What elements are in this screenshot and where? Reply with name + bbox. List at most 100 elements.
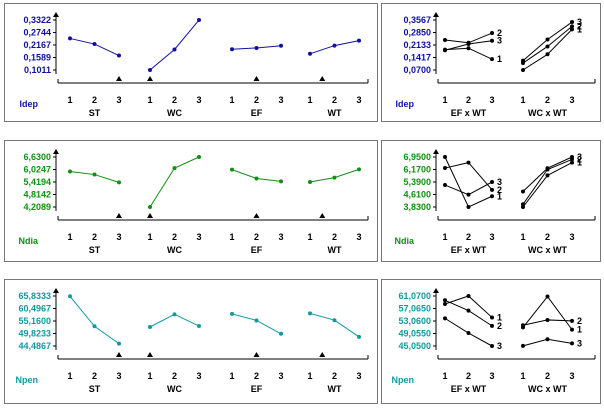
x-tick-label: 3 [196,232,201,242]
interaction-series-point [545,52,550,57]
interaction-label: WC x WT [528,108,567,118]
y-tick-label: 0,2167 [23,40,51,50]
interaction-series-point [466,46,471,51]
interaction-series-point [466,294,471,298]
factor-label: WC [167,245,182,255]
interaction-series-point [466,308,471,313]
x-tick-label: 3 [116,232,121,242]
interaction-series-line-2 [444,299,493,327]
main-effect-point [308,179,312,184]
interaction-series-point [521,202,525,207]
interaction-series-point [490,194,494,199]
main-effect-point [357,38,361,43]
interaction-x-tick-label: 1 [520,232,525,242]
interaction-series-point [466,331,471,336]
x-tick-label: 3 [116,371,121,381]
interaction-series-label: 2 [577,21,582,31]
level-marker-icon [147,76,153,81]
x-tick-label: 1 [307,95,312,105]
interaction-y-tick-label: 0,3567 [403,15,431,25]
interaction-y-tick-label: 45,0500 [398,341,431,351]
interaction-series-point [570,155,574,159]
interaction-series-label: 1 [577,158,582,168]
x-tick-label: 3 [196,95,201,105]
main-effect-point [308,51,312,56]
interaction-y-tick-label: 53,0600 [398,316,431,326]
x-tick-label: 2 [254,232,259,242]
y-tick-label: 44,4867 [18,341,51,351]
interaction-series-point [443,302,447,307]
interaction-label: EF x WT [451,245,487,255]
interaction-y-axis-arrow [433,288,439,293]
x-tick-label: 3 [356,95,361,105]
y-tick-label: 0,2744 [23,28,51,38]
interaction-series-point [521,189,525,194]
interaction-series-point [466,42,471,47]
interaction-series-point [443,48,447,53]
main-effect-point [117,341,121,346]
y-tick-label: 6,0247 [23,165,51,175]
main-effect-line-wc [149,156,200,208]
main-effect-point [308,311,312,316]
main-effect-point [197,155,201,159]
main-effect-point [148,204,152,209]
y-tick-label: 4,8142 [23,190,51,200]
interaction-series-point [521,343,525,348]
factor-label: WC [167,384,182,394]
main-effect-point [332,318,337,323]
main-effect-point [230,47,234,52]
interaction-series-point [545,166,550,171]
interaction-y-axis-arrow [433,12,439,17]
y-tick-label: 0,1589 [23,53,51,63]
level-marker-icon [116,76,122,81]
x-tick-label: 3 [116,95,121,105]
interaction-series-point [570,160,574,165]
interaction-y-tick-label: 6,1700 [403,165,431,175]
interaction-series-point [545,173,550,178]
x-tick-label: 2 [254,95,259,105]
main-effect-point [332,175,337,180]
interaction-series-point [443,155,447,159]
interaction-label: EF x WT [451,108,487,118]
x-tick-label: 1 [147,95,152,105]
main-effect-point [197,324,201,329]
main-effect-point [254,45,259,50]
interaction-x-tick-label: 3 [489,371,494,381]
x-tick-label: 2 [92,95,97,105]
interaction-y-tick-label: 0,0700 [403,65,431,75]
interaction-response-label: Npen [392,375,415,385]
interaction-series-label: 3 [497,36,502,46]
level-marker-icon [147,352,153,357]
main-effect-line-st [69,295,120,345]
x-tick-label: 3 [196,371,201,381]
interaction-y-tick-label: 4,6100 [403,190,431,200]
interaction-series-point [570,318,574,323]
interaction-series-point [570,24,574,29]
interaction-series-point [545,37,550,42]
interaction-series-point [490,31,494,36]
factor-label: ST [89,384,101,394]
main-effect-point [68,36,72,41]
main-effect-point [92,172,97,177]
main-effect-point [148,68,152,73]
interaction-series-point [443,316,447,321]
level-marker-icon [116,352,122,357]
factor-label: WT [328,245,342,255]
main-effect-point [68,294,72,299]
factor-label: EF [251,108,263,118]
interaction-x-tick-label: 2 [545,371,550,381]
response-label: Idep [19,99,38,109]
interaction-series-label: 1 [497,312,502,322]
interaction-label: WC x WT [528,245,567,255]
x-tick-label: 1 [307,232,312,242]
main-effect-point [279,331,283,336]
x-tick-label: 1 [147,371,152,381]
main-effect-point [230,311,234,316]
y-axis-arrow [53,149,59,154]
main-effect-point [279,43,283,48]
interaction-frame [381,3,601,122]
interaction-series-point [490,38,494,43]
x-tick-label: 1 [147,232,152,242]
interaction-series-line-1 [444,295,493,318]
main-effect-point [148,324,152,329]
